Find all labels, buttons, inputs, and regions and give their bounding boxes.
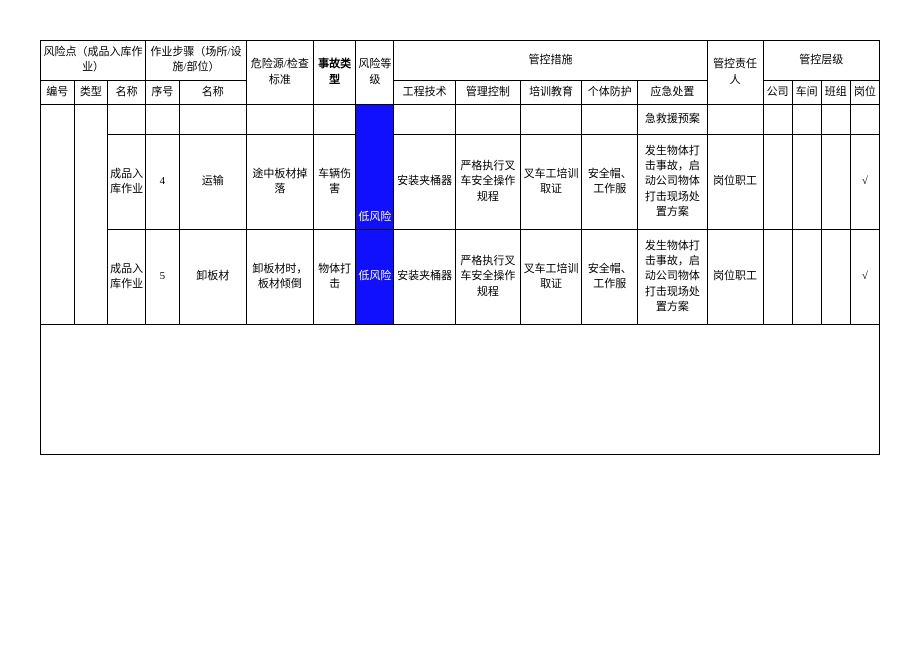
col-company: 公司 [763,80,792,104]
col-step-name: 名称 [179,80,246,104]
col-id: 编号 [41,80,75,104]
cell-emergency: 急救援预案 [638,105,707,135]
cell-mgmt-ctrl: 严格执行叉车安全操作规程 [455,230,520,325]
cell-seq [146,105,180,135]
col-post: 岗位 [850,80,879,104]
cell-team [821,230,850,325]
cell-training [520,105,582,135]
cell-hazard: 途中板材掉落 [246,135,313,230]
table-row: 成品入库作业 4 运输 途中板材掉落 车辆伤害 安装夹桶器 严格执行叉车安全操作… [41,135,880,230]
col-team: 班组 [821,80,850,104]
cell-post: √ [850,230,879,325]
col-hazard: 危险源/检查标准 [246,41,313,105]
cell-company [763,135,792,230]
cell-step-name: 卸板材 [179,230,246,325]
col-workshop: 车间 [792,80,821,104]
cell-step-name: 运输 [179,135,246,230]
cell-accident: 物体打击 [313,230,356,325]
cell-post [850,105,879,135]
col-control-level: 管控层级 [763,41,879,81]
cell-post: √ [850,135,879,230]
header-row-1: 风险点（成品入库作业） 作业步骤（场所/设施/部位） 危险源/检查标准 事故类型… [41,41,880,81]
cell-workshop [792,135,821,230]
col-seq: 序号 [146,80,180,104]
cell-responsible: 岗位职工 [707,230,763,325]
cell-name [108,105,146,135]
col-type: 类型 [74,80,108,104]
cell-accident: 车辆伤害 [313,135,356,230]
cell-company [763,105,792,135]
cell-hazard: 卸板材时，板材倾倒 [246,230,313,325]
cell-workshop [792,230,821,325]
cell-name: 成品入库作业 [108,230,146,325]
col-mgmt-ctrl: 管理控制 [455,80,520,104]
col-name: 名称 [108,80,146,104]
cell-training: 叉车工培训取证 [520,135,582,230]
table-row: 成品入库作业 5 卸板材 卸板材时，板材倾倒 物体打击 低风险 安装夹桶器 严格… [41,230,880,325]
col-risk-level: 风险等级 [356,41,394,105]
cell-team [821,135,850,230]
cell-risk-level: 低风险 [356,230,394,325]
table-row: 低风险 急救援预案 [41,105,880,135]
cell-eng-tech: 安装夹桶器 [394,135,456,230]
col-training: 培训教育 [520,80,582,104]
col-eng-tech: 工程技术 [394,80,456,104]
cell-responsible [707,105,763,135]
cell-mgmt-ctrl [455,105,520,135]
cell-emergency: 发生物体打击事故，启动公司物体打击现场处置方案 [638,230,707,325]
cell-eng-tech: 安装夹桶器 [394,230,456,325]
cell-risk-level: 低风险 [356,105,394,230]
cell-team [821,105,850,135]
col-work-step: 作业步骤（场所/设施/部位） [146,41,247,81]
cell-ppe: 安全帽、工作服 [582,135,638,230]
cell-emergency: 发生物体打击事故，启动公司物体打击现场处置方案 [638,135,707,230]
cell-training: 叉车工培训取证 [520,230,582,325]
cell-ppe: 安全帽、工作服 [582,230,638,325]
cell-seq: 5 [146,230,180,325]
cell-responsible: 岗位职工 [707,135,763,230]
table-row-empty [41,325,880,455]
cell-ppe [582,105,638,135]
cell-mgmt-ctrl: 严格执行叉车安全操作规程 [455,135,520,230]
risk-assessment-table: 风险点（成品入库作业） 作业步骤（场所/设施/部位） 危险源/检查标准 事故类型… [40,40,880,455]
cell-workshop [792,105,821,135]
cell-type [74,105,108,325]
col-risk-point: 风险点（成品入库作业） [41,41,146,81]
cell-seq: 4 [146,135,180,230]
cell-name: 成品入库作业 [108,135,146,230]
col-responsible: 管控责任人 [707,41,763,105]
cell-id [41,105,75,325]
cell-company [763,230,792,325]
cell-hazard [246,105,313,135]
cell-eng-tech [394,105,456,135]
cell-accident [313,105,356,135]
col-control-measures: 管控措施 [394,41,707,81]
cell-step-name [179,105,246,135]
col-accident: 事故类型 [313,41,356,105]
col-emergency: 应急处置 [638,80,707,104]
col-ppe: 个体防护 [582,80,638,104]
